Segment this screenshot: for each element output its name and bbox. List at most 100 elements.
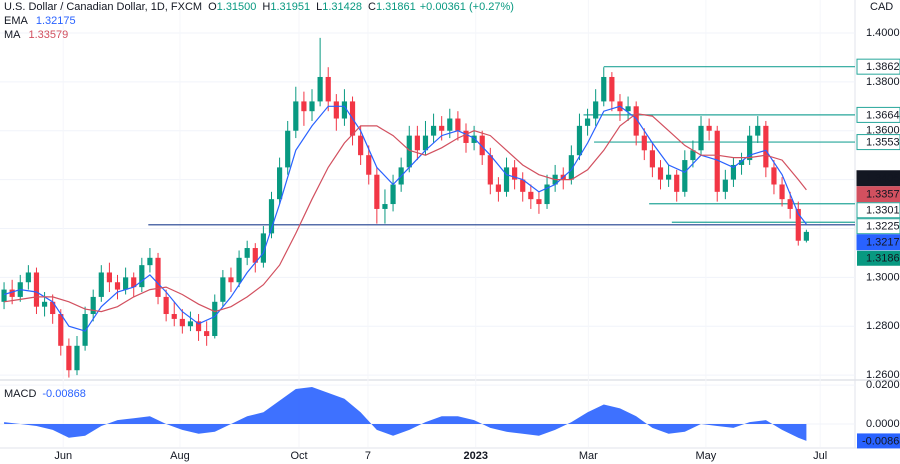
ohlc-label: O xyxy=(208,1,217,13)
price-badge-label: 1.33013 xyxy=(866,205,900,217)
price-badge xyxy=(856,186,900,203)
candle-body xyxy=(277,167,283,200)
candle-body xyxy=(771,167,777,185)
candle-body xyxy=(512,167,518,180)
candle-body xyxy=(9,289,15,297)
candle-body xyxy=(747,135,753,161)
x-tick-label: Jun xyxy=(54,450,72,462)
legend-entry: MA 1.33579 xyxy=(4,29,68,41)
price-badge xyxy=(856,202,900,219)
y-tick-label: 1.28000 xyxy=(866,320,900,332)
candle-body xyxy=(414,135,420,151)
candle-body xyxy=(33,272,40,307)
candle-body xyxy=(1,289,7,302)
legend-value: 1.33579 xyxy=(29,29,69,41)
indicator-line xyxy=(3,105,807,332)
candle-body xyxy=(333,101,339,119)
candle-body xyxy=(50,301,56,315)
x-tick-label: May xyxy=(695,450,716,462)
candle-body xyxy=(657,167,664,180)
macd-area xyxy=(4,387,807,441)
macd-legend: MACD -0.00868 xyxy=(4,388,86,400)
candle-body xyxy=(795,208,801,241)
candle-body xyxy=(58,314,64,346)
indicator-line xyxy=(4,112,807,313)
candle-body xyxy=(139,265,145,288)
candle-body xyxy=(698,125,704,151)
price-badge-label: 1.33579 xyxy=(866,189,900,201)
candle-body xyxy=(463,130,469,143)
macd-value: -0.00868 xyxy=(42,388,85,400)
candle-body xyxy=(244,248,250,258)
candle-body xyxy=(171,314,177,319)
legend-name: EMA xyxy=(4,15,29,27)
price-badge xyxy=(856,106,900,123)
candle-body xyxy=(212,301,218,337)
candle-body xyxy=(641,135,647,151)
candle-body xyxy=(25,272,31,283)
header-title: U.S. Dollar / Canadian Dollar, 1D, FXCM xyxy=(4,1,202,13)
candle-body xyxy=(576,125,583,156)
candle-body xyxy=(649,150,655,168)
candle-body xyxy=(163,296,169,315)
candle-body xyxy=(730,164,737,180)
x-tick-label: 7 xyxy=(365,450,371,462)
price-badge-label: 1.35536 xyxy=(866,136,900,148)
candle-body xyxy=(317,76,323,102)
candle-body xyxy=(666,174,672,180)
candle-body xyxy=(179,318,185,327)
candle-body xyxy=(568,155,574,180)
candle-body xyxy=(495,184,502,192)
candle-body xyxy=(358,135,364,156)
candle-body xyxy=(422,135,429,151)
candle-body xyxy=(131,277,137,288)
macd-name: MACD xyxy=(4,388,36,400)
candle-body xyxy=(682,160,688,192)
ohlc-label: H xyxy=(262,1,270,13)
candle-body xyxy=(66,345,72,371)
candle-body xyxy=(690,150,696,161)
candle-body xyxy=(763,125,769,168)
candle-body xyxy=(487,155,493,185)
ohlc-value: 1.31500 xyxy=(217,1,257,13)
currency: CAD xyxy=(870,1,893,13)
candle-body xyxy=(98,272,104,297)
legend-value: 1.32175 xyxy=(36,15,76,27)
change: +0.00361 (+0.27%) xyxy=(420,1,514,13)
candle-body xyxy=(471,135,477,143)
candle-body xyxy=(755,125,761,136)
price-badge xyxy=(857,250,900,266)
candle-body xyxy=(341,101,348,119)
candle-body xyxy=(155,257,161,297)
candle-body xyxy=(366,155,372,175)
candle-body xyxy=(236,257,242,283)
price-badge-label: 1.31861 xyxy=(866,253,900,265)
price-badge-label: 1.32175 xyxy=(866,237,900,249)
price-badge xyxy=(856,58,900,75)
ohlc-value: 1.31428 xyxy=(322,1,362,13)
candle-body xyxy=(544,184,550,205)
candle-body xyxy=(787,199,793,209)
candle-body xyxy=(406,135,412,168)
candle-body xyxy=(601,76,607,102)
candle-body xyxy=(633,106,639,136)
candle-body xyxy=(309,101,315,112)
y-tick-label: 1.36000 xyxy=(866,125,900,137)
candle-body xyxy=(479,135,485,156)
candle-body xyxy=(430,125,437,136)
y-tick-label: 1.26000 xyxy=(866,369,900,381)
candle-body xyxy=(520,179,526,192)
header: U.S. Dollar / Canadian Dollar, 1D, FXCM O… xyxy=(4,1,514,13)
candle-body xyxy=(714,130,720,192)
candle-body xyxy=(220,277,226,302)
candle-body xyxy=(593,101,599,119)
candle-body xyxy=(147,257,153,266)
legend-name: MA xyxy=(4,29,21,41)
price-badge-label: 1.36648 xyxy=(866,109,900,121)
x-tick-label: 2023 xyxy=(463,450,487,462)
candle-body xyxy=(536,199,542,205)
candle-body xyxy=(722,179,728,192)
y-tick-label: 1.38000 xyxy=(866,76,900,88)
candle-body xyxy=(82,314,88,346)
